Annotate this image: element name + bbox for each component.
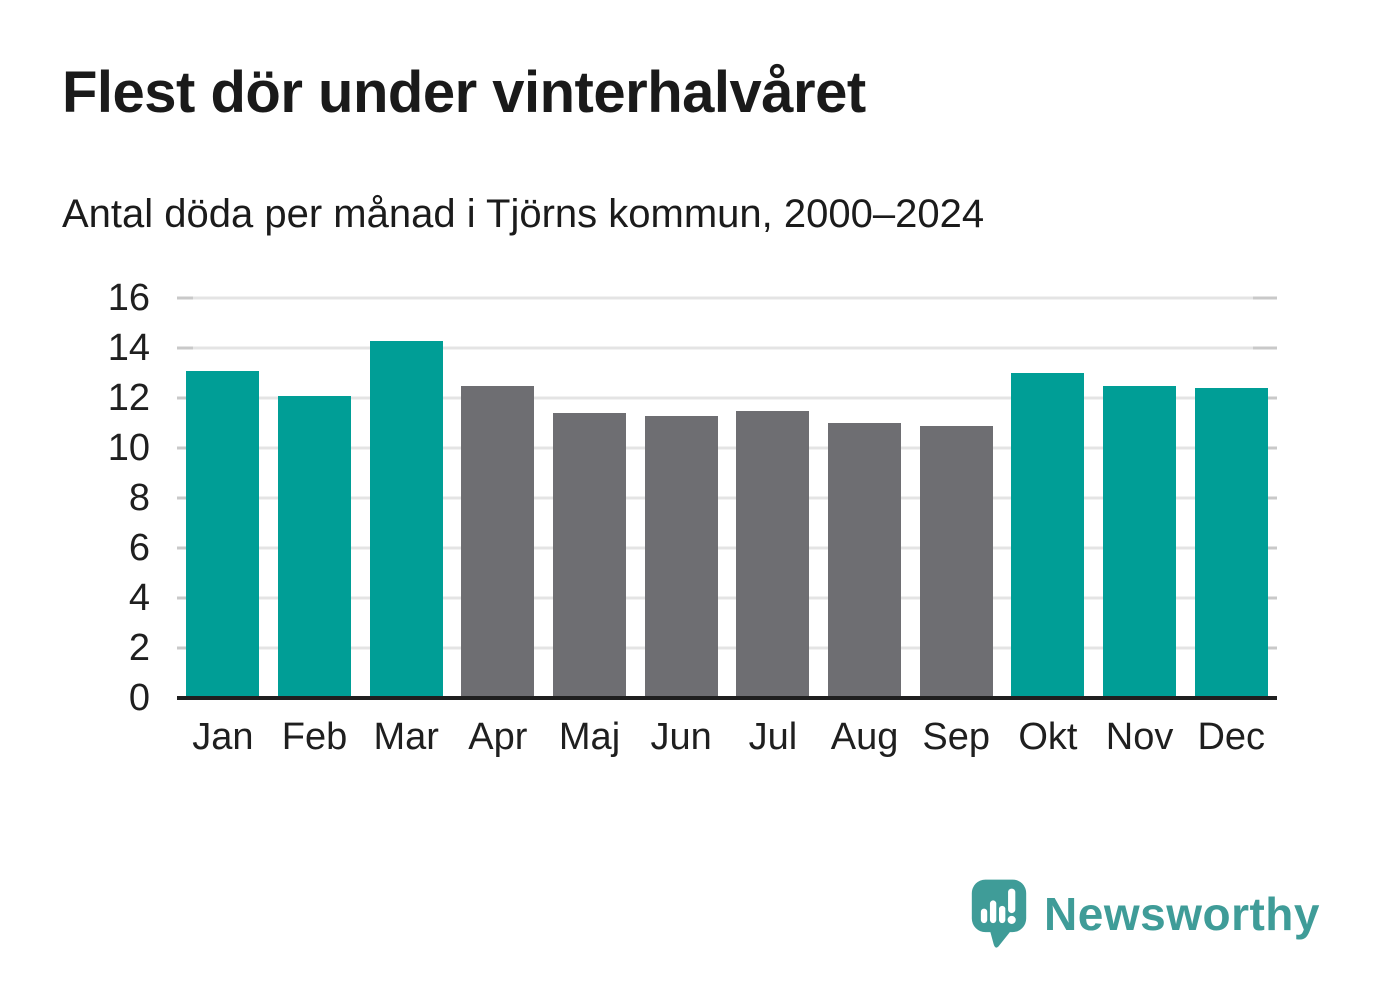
x-tick-label: Mar: [373, 716, 439, 758]
y-tick-label: 6: [128, 527, 150, 569]
x-tick-label: Apr: [468, 716, 528, 758]
bar-dec: [1194, 388, 1268, 698]
bar-slot: Dec: [1185, 298, 1277, 758]
bar-slot: Aug: [819, 298, 911, 758]
y-tick-label: 4: [128, 577, 150, 619]
y-axis-labels: 0 2 4 6 8 10 12 14 16: [0, 0, 150, 999]
x-tick-label: Maj: [558, 716, 621, 758]
newsworthy-logo: Newsworthy: [970, 876, 1320, 952]
bar-apr: [461, 385, 535, 698]
bar-slot: Okt: [1002, 298, 1094, 758]
tick-mark: [177, 646, 193, 650]
tick-mark: [177, 296, 193, 300]
bar-slot: Mar: [360, 298, 452, 758]
x-tick-label: Okt: [1018, 716, 1078, 758]
x-tick-label: Sep: [922, 716, 991, 758]
tick-mark: [177, 446, 193, 450]
x-tick-label: Nov: [1105, 716, 1174, 758]
bar-nov: [1103, 385, 1177, 698]
bar-slot: Apr: [452, 298, 544, 758]
tick-mark: [177, 496, 193, 500]
gridline: [177, 346, 1277, 350]
bar-mar: [369, 340, 443, 698]
brand-name: Newsworthy: [1044, 888, 1320, 940]
bar-jan: [186, 370, 260, 698]
y-tick-label: 2: [128, 627, 150, 669]
bar-slot: Nov: [1094, 298, 1186, 758]
y-tick-label: 12: [107, 377, 150, 419]
y-tick-label: 10: [107, 427, 150, 469]
bar-jul: [736, 410, 810, 698]
bar-okt: [1011, 373, 1085, 698]
x-tick-label: Jun: [650, 716, 712, 758]
y-tick-label: 8: [128, 477, 150, 519]
chart-subtitle: Antal döda per månad i Tjörns kommun, 20…: [62, 192, 985, 236]
tick-mark: [1253, 346, 1277, 350]
y-tick-label: 16: [107, 277, 150, 319]
x-tick-label: Jan: [192, 716, 254, 758]
bar-slot: Sep: [910, 298, 1002, 758]
bar-slot: Jun: [635, 298, 727, 758]
gridline: [177, 296, 1277, 300]
x-axis-line: [177, 696, 1277, 700]
page-title: Flest dör under vinterhalvåret: [62, 60, 866, 125]
x-tick-label: Dec: [1197, 716, 1266, 758]
tick-mark: [177, 596, 193, 600]
y-tick-label: 14: [107, 327, 150, 369]
bar-chart-bubble-icon: [971, 879, 1027, 948]
bar-feb: [278, 395, 351, 698]
bar-slot: Jan: [177, 298, 269, 758]
bar-slot: Jul: [727, 298, 819, 758]
tick-mark: [177, 346, 193, 350]
bar-jun: [644, 415, 718, 698]
bar-aug: [828, 423, 902, 698]
bar-slot: Feb: [269, 298, 361, 758]
bar-maj: [553, 413, 627, 698]
tick-mark: [177, 546, 193, 550]
bar-sep: [919, 425, 993, 698]
bar-slot: Maj: [544, 298, 636, 758]
plot-area: Jan Feb Mar Apr Maj Jun Jul Aug Sep Okt Nov Dec: [177, 296, 1277, 758]
x-tick-label: Feb: [281, 716, 348, 758]
x-tick-label: Jul: [748, 716, 798, 758]
tick-mark: [177, 396, 193, 400]
bars: Jan Feb Mar Apr Maj Jun Jul Aug Sep Okt Nov Dec: [177, 298, 1277, 758]
tick-mark: [1253, 296, 1277, 300]
x-tick-label: Aug: [830, 716, 899, 758]
y-tick-label: 0: [128, 677, 150, 719]
